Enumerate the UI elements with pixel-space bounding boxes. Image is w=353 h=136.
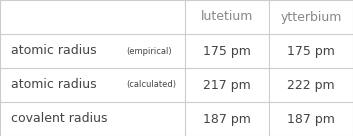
Text: 217 pm: 217 pm (203, 78, 251, 92)
Text: atomic radius: atomic radius (11, 44, 100, 58)
Text: 175 pm: 175 pm (287, 44, 335, 58)
Text: atomic radius: atomic radius (11, 78, 100, 92)
Text: (empirical): (empirical) (126, 47, 172, 55)
Text: covalent radius: covalent radius (11, 112, 107, 126)
Text: lutetium: lutetium (201, 10, 253, 24)
Text: 222 pm: 222 pm (287, 78, 335, 92)
Text: 187 pm: 187 pm (203, 112, 251, 126)
Text: (calculated): (calculated) (126, 81, 176, 89)
Text: 187 pm: 187 pm (287, 112, 335, 126)
Text: ytterbium: ytterbium (280, 10, 342, 24)
Text: 175 pm: 175 pm (203, 44, 251, 58)
